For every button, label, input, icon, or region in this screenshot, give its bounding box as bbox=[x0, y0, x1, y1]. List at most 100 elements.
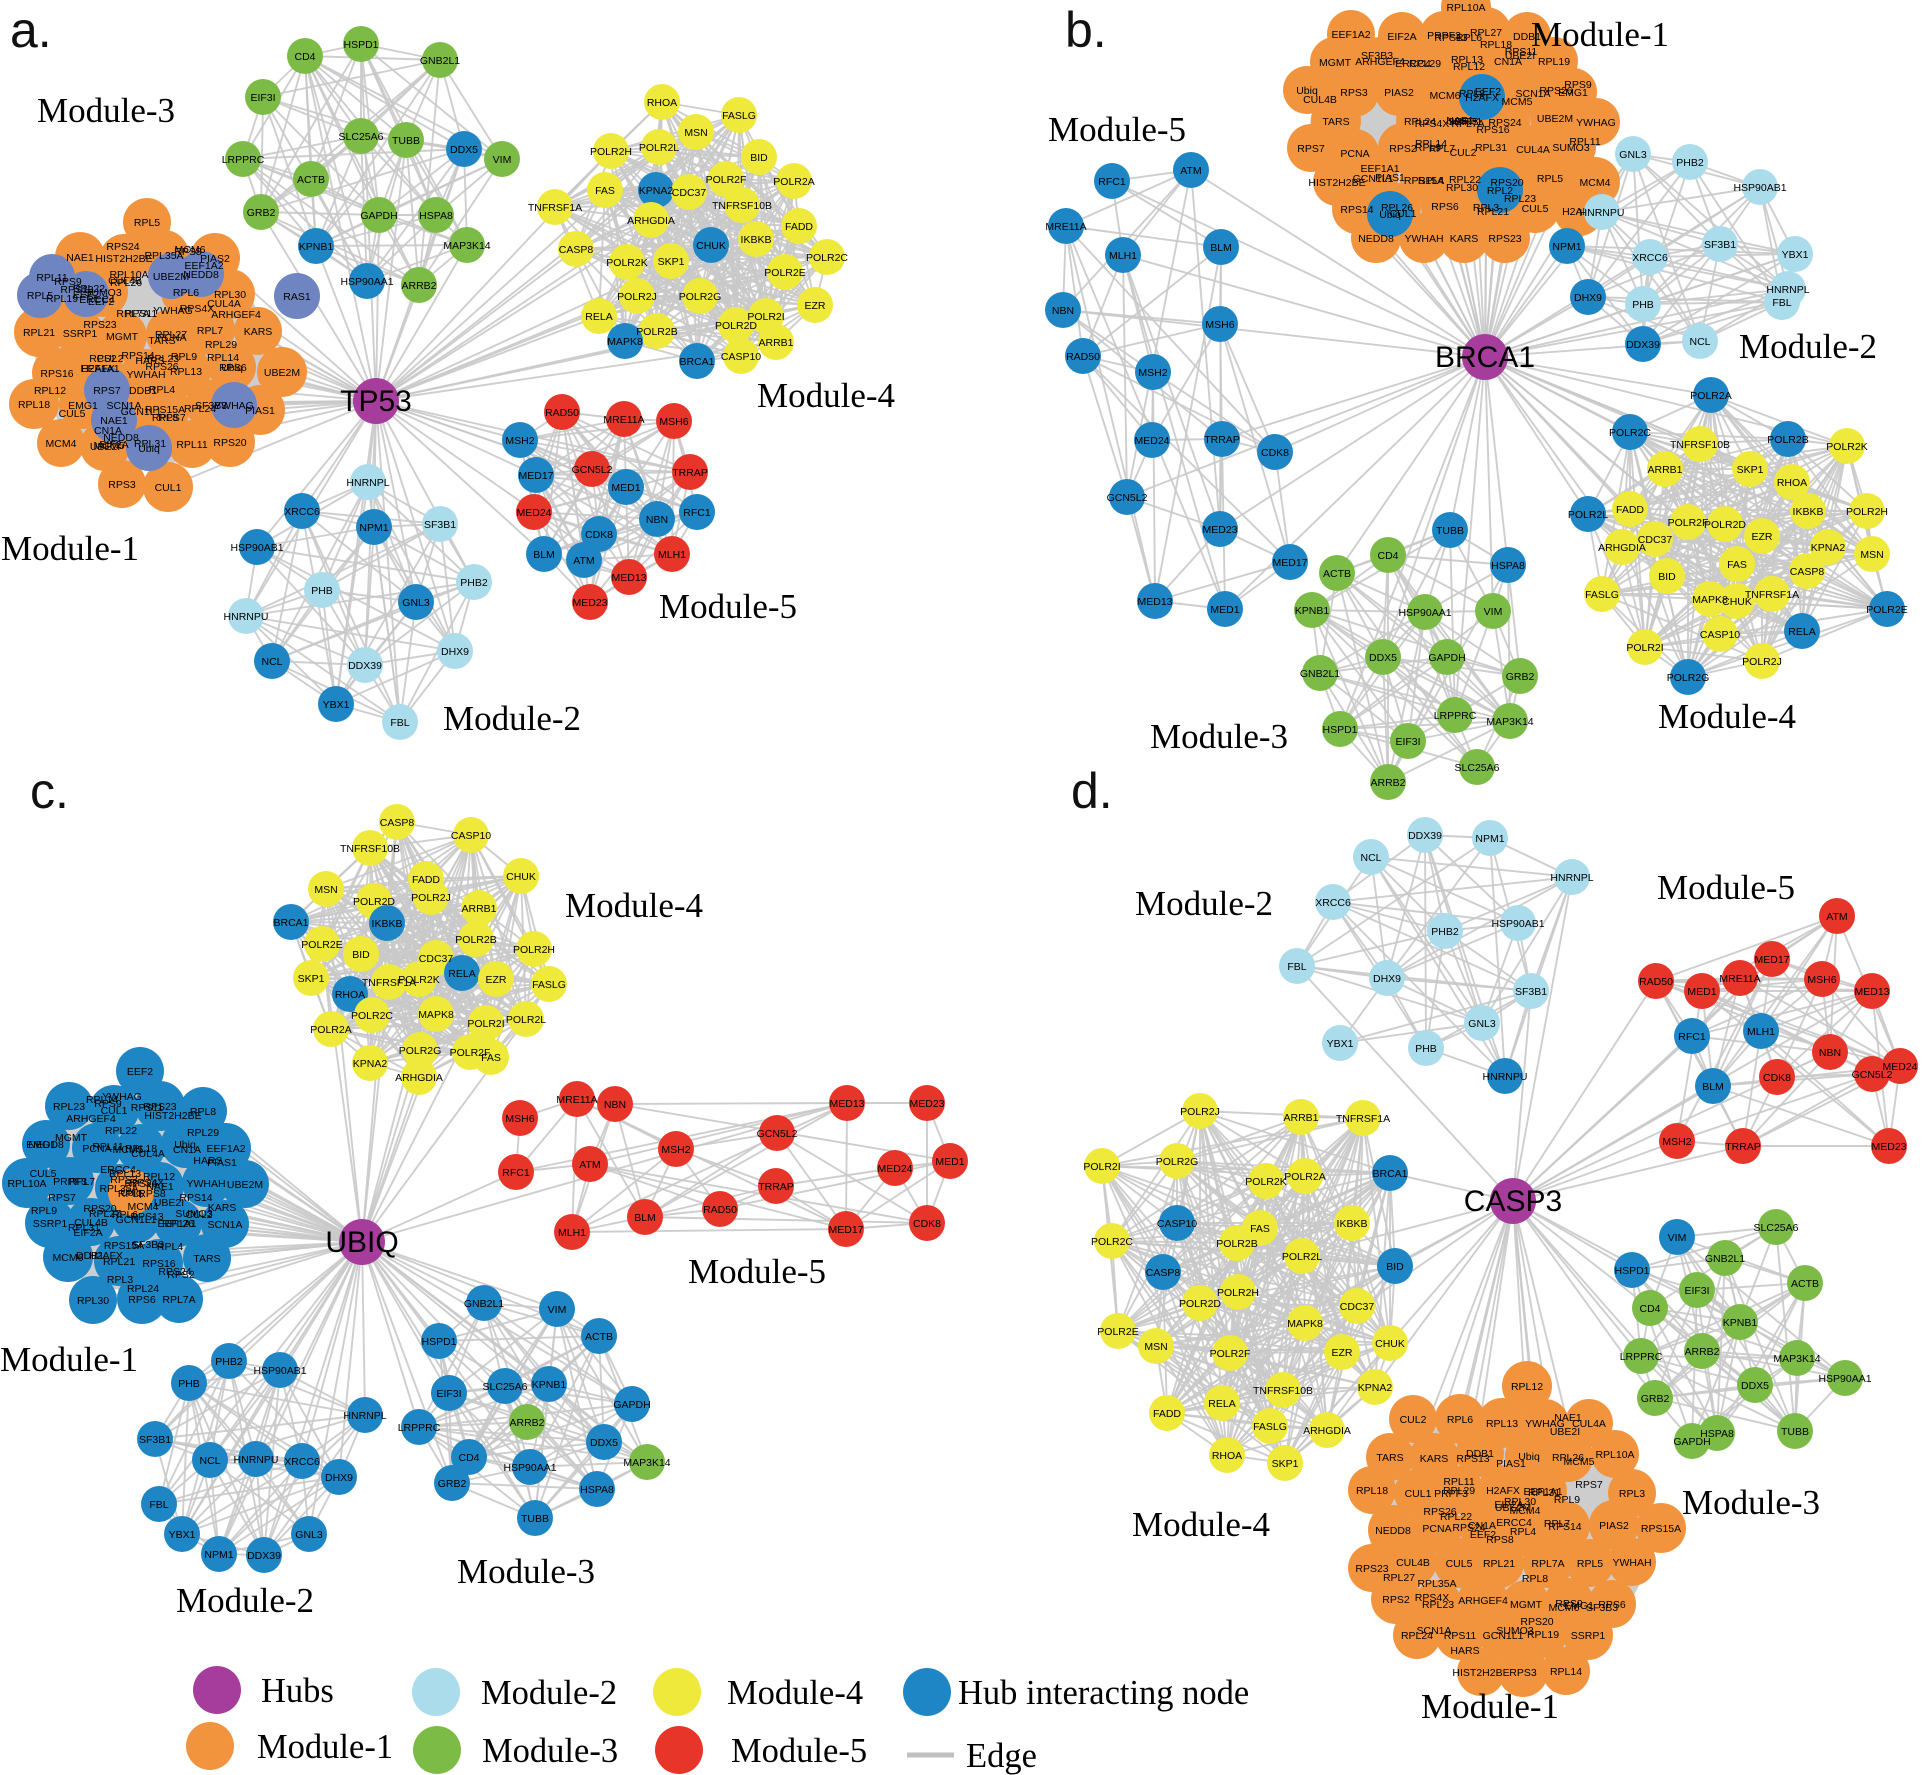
svg-text:EEF1A1: EEF1A1 bbox=[157, 1218, 196, 1230]
svg-text:CUL2: CUL2 bbox=[1450, 147, 1477, 159]
svg-text:RPS16: RPS16 bbox=[142, 1258, 175, 1270]
svg-text:SF3B1: SF3B1 bbox=[1704, 239, 1736, 251]
svg-text:RPS24: RPS24 bbox=[158, 1266, 191, 1278]
svg-text:POLR2H: POLR2H bbox=[1217, 1287, 1259, 1299]
svg-text:MSH6: MSH6 bbox=[659, 416, 688, 428]
svg-text:ATM: ATM bbox=[579, 1159, 600, 1171]
svg-text:BLM: BLM bbox=[533, 549, 555, 561]
svg-text:RPL6: RPL6 bbox=[1456, 32, 1482, 44]
svg-text:Module-5: Module-5 bbox=[688, 1252, 826, 1291]
svg-text:CD4: CD4 bbox=[458, 1452, 479, 1464]
svg-text:XRCC6: XRCC6 bbox=[1315, 897, 1351, 909]
svg-text:MRE11A: MRE11A bbox=[1719, 973, 1760, 985]
svg-text:CASP8: CASP8 bbox=[559, 244, 594, 256]
svg-text:RPL26: RPL26 bbox=[162, 1218, 194, 1230]
svg-text:BLM: BLM bbox=[1702, 1081, 1724, 1093]
svg-text:CD4: CD4 bbox=[1639, 1303, 1660, 1315]
svg-text:RPS9: RPS9 bbox=[54, 276, 82, 288]
svg-text:PCNA: PCNA bbox=[157, 332, 186, 344]
svg-text:RPL11: RPL11 bbox=[1569, 136, 1600, 148]
svg-text:RPS7: RPS7 bbox=[1297, 143, 1325, 155]
svg-text:Module-1: Module-1 bbox=[257, 1728, 393, 1766]
svg-text:SUMO3: SUMO3 bbox=[175, 1208, 213, 1220]
svg-text:POLR2C: POLR2C bbox=[806, 252, 848, 264]
svg-text:CASP8: CASP8 bbox=[1790, 566, 1825, 578]
svg-text:HSP90AA1: HSP90AA1 bbox=[1818, 1373, 1871, 1385]
svg-text:RPL29: RPL29 bbox=[1409, 58, 1441, 70]
svg-text:BRCA1: BRCA1 bbox=[679, 356, 714, 368]
svg-text:GNB2L1: GNB2L1 bbox=[420, 55, 460, 67]
svg-text:HSP90AB1: HSP90AB1 bbox=[1733, 182, 1786, 194]
svg-text:YBX1: YBX1 bbox=[169, 1529, 196, 1541]
svg-text:RPS4X: RPS4X bbox=[130, 1177, 164, 1189]
svg-text:Ubiq: Ubiq bbox=[221, 362, 243, 374]
svg-text:RPS24: RPS24 bbox=[1452, 1522, 1485, 1534]
svg-text:SKP1: SKP1 bbox=[298, 973, 325, 985]
svg-text:RPL11: RPL11 bbox=[176, 439, 207, 451]
svg-text:ERCC4: ERCC4 bbox=[1395, 58, 1431, 70]
svg-text:DHX9: DHX9 bbox=[1373, 973, 1401, 985]
svg-text:MCM5: MCM5 bbox=[113, 1144, 144, 1156]
svg-text:POLR2J: POLR2J bbox=[617, 291, 657, 303]
svg-text:SSRP1: SSRP1 bbox=[1571, 1630, 1606, 1642]
svg-text:DDB1: DDB1 bbox=[1513, 31, 1541, 43]
svg-text:RPL8: RPL8 bbox=[1459, 88, 1485, 100]
svg-text:SF3B1: SF3B1 bbox=[1515, 986, 1547, 998]
svg-text:GRB2: GRB2 bbox=[1641, 1393, 1670, 1405]
svg-text:RPS26: RPS26 bbox=[145, 361, 178, 373]
svg-text:RPS15A: RPS15A bbox=[104, 1240, 144, 1252]
svg-text:TRRAP: TRRAP bbox=[1725, 1141, 1761, 1153]
svg-text:RPL5: RPL5 bbox=[118, 1188, 144, 1200]
svg-text:TNFRSF10B: TNFRSF10B bbox=[712, 200, 772, 212]
svg-text:MED24: MED24 bbox=[516, 507, 551, 519]
svg-text:RPL4: RPL4 bbox=[149, 384, 175, 396]
svg-text:POLR2E: POLR2E bbox=[1866, 604, 1907, 616]
svg-text:KPNB1: KPNB1 bbox=[532, 1379, 567, 1391]
svg-text:LRPPRC: LRPPRC bbox=[222, 154, 265, 166]
svg-text:CUL4A: CUL4A bbox=[131, 1148, 165, 1160]
svg-text:RPL21: RPL21 bbox=[23, 327, 55, 339]
svg-text:VIM: VIM bbox=[1484, 606, 1503, 618]
svg-text:POLR2K: POLR2K bbox=[1245, 1176, 1286, 1188]
svg-text:NAE1: NAE1 bbox=[1446, 115, 1474, 127]
svg-text:DDX5: DDX5 bbox=[1741, 1380, 1769, 1392]
svg-text:MGMT: MGMT bbox=[1510, 1599, 1543, 1611]
svg-text:ARRB1: ARRB1 bbox=[1283, 1112, 1318, 1124]
svg-text:RPL4: RPL4 bbox=[1418, 175, 1444, 187]
svg-text:MSN: MSN bbox=[314, 884, 337, 896]
svg-text:PHB: PHB bbox=[311, 585, 333, 597]
svg-text:RPL14: RPL14 bbox=[207, 352, 239, 364]
svg-text:RPL29: RPL29 bbox=[1443, 1485, 1475, 1497]
svg-text:MSH2: MSH2 bbox=[1662, 1136, 1691, 1148]
svg-text:RPL22: RPL22 bbox=[1440, 1511, 1472, 1523]
svg-text:ACTB: ACTB bbox=[585, 1331, 613, 1343]
svg-text:RPL8: RPL8 bbox=[152, 412, 178, 424]
svg-text:NCL: NCL bbox=[261, 656, 282, 668]
svg-text:RPL13: RPL13 bbox=[109, 1168, 141, 1180]
svg-text:RPS2: RPS2 bbox=[1389, 143, 1417, 155]
svg-text:MED1: MED1 bbox=[1210, 604, 1239, 616]
svg-text:EEF1A2: EEF1A2 bbox=[206, 1143, 245, 1155]
svg-text:POLR2G: POLR2G bbox=[1667, 672, 1710, 684]
svg-text:SLC25A6: SLC25A6 bbox=[1455, 762, 1500, 774]
svg-text:RPS7: RPS7 bbox=[93, 385, 121, 397]
svg-text:Module-2: Module-2 bbox=[481, 1674, 617, 1712]
svg-text:CHUK: CHUK bbox=[1375, 1338, 1405, 1350]
svg-text:NAE1: NAE1 bbox=[66, 252, 94, 264]
svg-text:RPS26: RPS26 bbox=[1539, 85, 1572, 97]
svg-text:RPL18: RPL18 bbox=[1356, 1485, 1388, 1497]
svg-text:RPL14: RPL14 bbox=[1550, 1666, 1582, 1678]
svg-text:RPS3: RPS3 bbox=[108, 479, 136, 491]
svg-text:RPL5: RPL5 bbox=[27, 290, 53, 302]
svg-text:PIAS1: PIAS1 bbox=[1496, 1458, 1526, 1470]
svg-text:RPL3: RPL3 bbox=[107, 1274, 133, 1286]
svg-text:GNB2L1: GNB2L1 bbox=[1705, 1253, 1745, 1265]
svg-text:H2AFX: H2AFX bbox=[1486, 1485, 1520, 1497]
svg-text:RFC1: RFC1 bbox=[683, 507, 711, 519]
svg-text:Module-1: Module-1 bbox=[0, 1340, 138, 1379]
svg-text:KPNB1: KPNB1 bbox=[1295, 605, 1330, 617]
svg-text:ARRB2: ARRB2 bbox=[1370, 777, 1405, 789]
svg-text:RPL10A: RPL10A bbox=[1595, 1449, 1634, 1461]
svg-text:RPS9: RPS9 bbox=[94, 1098, 122, 1110]
svg-text:RPL21: RPL21 bbox=[1477, 206, 1509, 218]
